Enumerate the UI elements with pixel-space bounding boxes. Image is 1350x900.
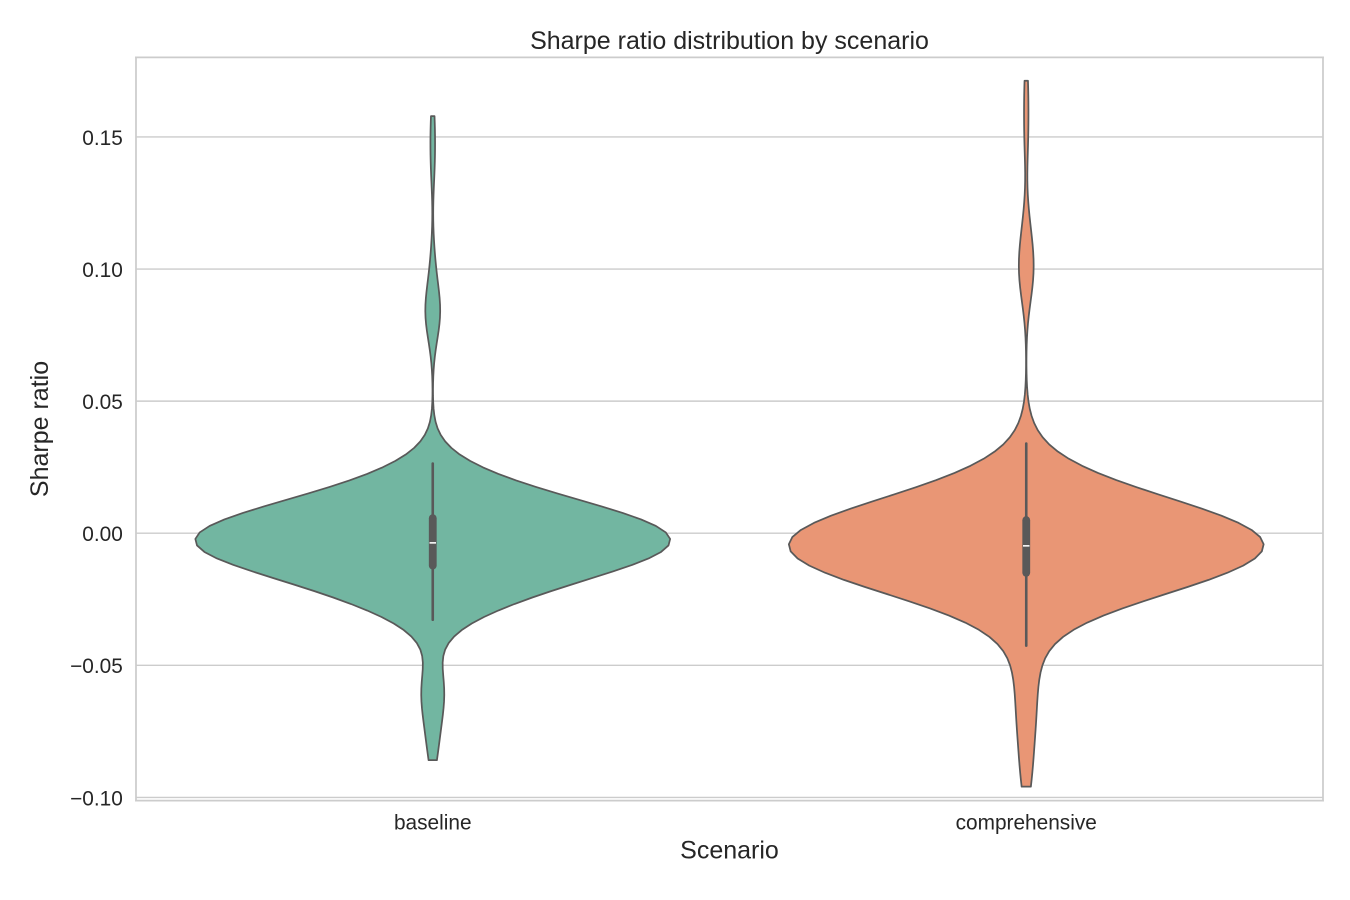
svg-text:0.05: 0.05 <box>82 391 123 414</box>
svg-text:−0.05: −0.05 <box>70 655 123 678</box>
svg-text:0.10: 0.10 <box>82 259 123 282</box>
svg-text:0.15: 0.15 <box>82 127 123 150</box>
svg-text:0.00: 0.00 <box>82 523 123 546</box>
svg-text:comprehensive: comprehensive <box>956 812 1097 835</box>
svg-text:−0.10: −0.10 <box>70 787 123 810</box>
svg-text:baseline: baseline <box>394 812 472 835</box>
svg-text:Sharpe ratio distribution by s: Sharpe ratio distribution by scenario <box>530 27 929 55</box>
svg-text:Sharpe ratio: Sharpe ratio <box>26 361 54 497</box>
svg-text:Scenario: Scenario <box>680 837 779 865</box>
